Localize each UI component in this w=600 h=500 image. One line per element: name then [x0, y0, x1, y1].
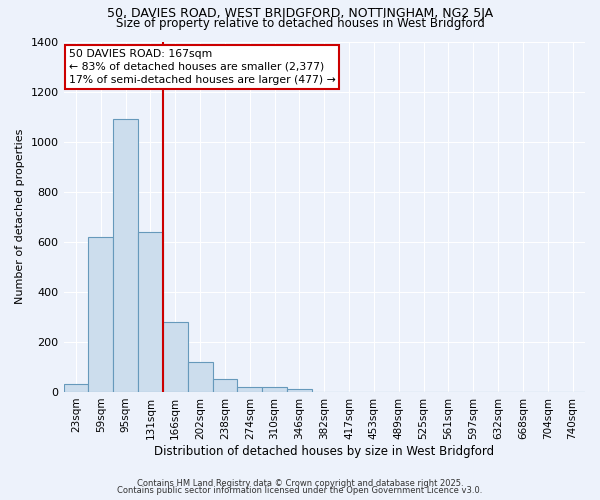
Text: 50 DAVIES ROAD: 167sqm
← 83% of detached houses are smaller (2,377)
17% of semi-: 50 DAVIES ROAD: 167sqm ← 83% of detached… [69, 48, 335, 85]
Y-axis label: Number of detached properties: Number of detached properties [15, 129, 25, 304]
Bar [64, 384, 88, 392]
Bar [238, 387, 262, 392]
Bar [262, 387, 287, 392]
Bar [138, 232, 163, 392]
Bar [163, 322, 188, 392]
Bar [188, 362, 212, 392]
Text: Size of property relative to detached houses in West Bridgford: Size of property relative to detached ho… [116, 18, 484, 30]
Text: Contains HM Land Registry data © Crown copyright and database right 2025.: Contains HM Land Registry data © Crown c… [137, 478, 463, 488]
Bar [113, 119, 138, 392]
Bar [212, 380, 238, 392]
Bar [88, 237, 113, 392]
X-axis label: Distribution of detached houses by size in West Bridgford: Distribution of detached houses by size … [154, 444, 494, 458]
Bar [287, 390, 312, 392]
Text: 50, DAVIES ROAD, WEST BRIDGFORD, NOTTINGHAM, NG2 5JA: 50, DAVIES ROAD, WEST BRIDGFORD, NOTTING… [107, 8, 493, 20]
Text: Contains public sector information licensed under the Open Government Licence v3: Contains public sector information licen… [118, 486, 482, 495]
